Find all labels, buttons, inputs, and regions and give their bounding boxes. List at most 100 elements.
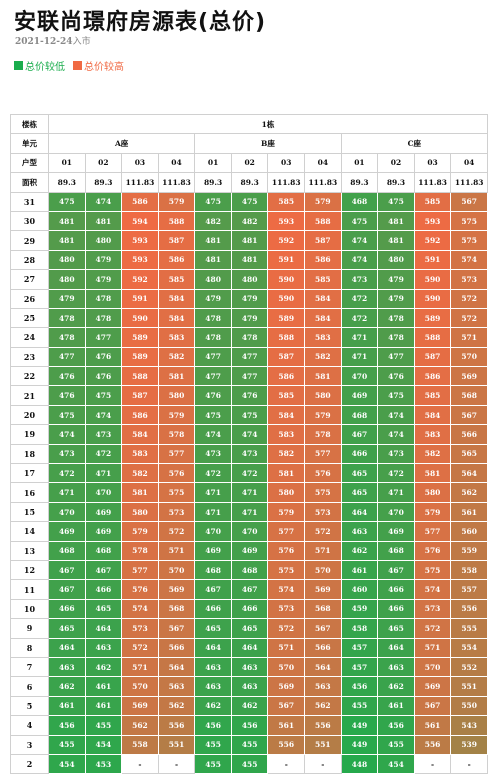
- floor-number: 29: [10, 230, 49, 251]
- price-cell: 474: [48, 424, 86, 445]
- floor-number: 23: [10, 346, 49, 368]
- price-cell: 551: [304, 734, 342, 755]
- price-cell: 471: [340, 327, 379, 348]
- legend-high-label: 总价较高: [84, 62, 124, 73]
- price-cell: 590: [121, 307, 159, 329]
- price-cell: 562: [121, 715, 159, 736]
- price-cell: 556: [267, 734, 306, 755]
- price-cell: 588: [267, 327, 306, 348]
- price-cell: 577: [304, 443, 342, 465]
- price-cell: 479: [84, 249, 123, 271]
- type-label: 户型: [10, 152, 49, 174]
- price-cell: 481: [194, 249, 232, 271]
- price-cell: 571: [267, 637, 306, 658]
- price-cell: 462: [230, 695, 269, 717]
- type-cell: 02: [84, 152, 123, 174]
- price-cell: 481: [377, 230, 415, 251]
- price-cell: 569: [157, 579, 196, 600]
- price-cell: 475: [194, 404, 232, 426]
- floor-row: 6 462 461 570 563 463 463 569 563 456 462 569 551: [10, 676, 488, 697]
- floor-row: 3 455 454 558 551 455 455 556 551 449 455 556 539: [10, 734, 488, 755]
- price-cell: 480: [230, 269, 269, 290]
- floor-number: 14: [10, 521, 49, 542]
- price-cell: 590: [267, 269, 306, 290]
- price-cell: 583: [267, 424, 306, 445]
- price-cell: 478: [377, 327, 415, 348]
- price-cell: 573: [267, 598, 306, 620]
- price-cell: 588: [157, 210, 196, 232]
- price-cell: 475: [340, 210, 379, 232]
- price-cell: 448: [340, 753, 379, 774]
- price-cell: 585: [413, 191, 452, 212]
- price-cell: 456: [377, 715, 415, 736]
- price-cell: 468: [340, 404, 379, 426]
- floor-row: 24 478 477 589 583 478 478 588 583 471 478 588 571: [10, 327, 488, 348]
- price-cell: 482: [194, 210, 232, 232]
- price-cell: 467: [48, 559, 86, 581]
- price-cell: 470: [48, 501, 86, 523]
- price-cell: 584: [413, 404, 452, 426]
- price-cell: 567: [413, 695, 452, 717]
- floor-number: 25: [10, 307, 49, 329]
- price-cell: 460: [340, 579, 379, 600]
- price-cell: 472: [84, 443, 123, 465]
- price-cell: 571: [450, 327, 488, 348]
- price-cell: 468: [48, 540, 86, 561]
- price-cell: 582: [157, 346, 196, 368]
- price-cell: 573: [413, 598, 452, 620]
- price-cell: 477: [194, 346, 232, 368]
- price-cell: 587: [304, 230, 342, 251]
- price-cell: 469: [230, 540, 269, 561]
- floor-number: 9: [10, 618, 49, 639]
- price-cell: 570: [121, 676, 159, 697]
- price-cell: 586: [121, 191, 159, 212]
- price-cell: 590: [413, 269, 452, 290]
- legend-low-label: 总价较低: [25, 62, 65, 73]
- price-cell: 580: [267, 482, 306, 503]
- price-cell: 581: [267, 463, 306, 484]
- price-cell: 570: [413, 656, 452, 678]
- price-cell: 584: [267, 404, 306, 426]
- floor-row: 21 476 475 587 580 476 476 585 580 469 475 585 568: [10, 385, 488, 406]
- price-cell: 455: [340, 695, 379, 717]
- price-cell: 580: [304, 385, 342, 406]
- price-cell: 463: [194, 656, 232, 678]
- floor-number: 7: [10, 656, 49, 678]
- price-cell: 582: [267, 443, 306, 465]
- type-cell: 01: [340, 152, 379, 174]
- price-cell: 584: [304, 288, 342, 309]
- price-cell: 543: [450, 715, 488, 736]
- type-cell: 02: [230, 152, 269, 174]
- price-cell: 461: [48, 695, 86, 717]
- price-cell: 558: [450, 559, 488, 581]
- price-cell: 579: [121, 521, 159, 542]
- price-cell: 480: [194, 269, 232, 290]
- price-cell: 569: [413, 676, 452, 697]
- price-cell: 479: [84, 269, 123, 290]
- floor-row: 12 467 467 577 570 468 468 575 570 461 467 575 558: [10, 559, 488, 581]
- price-cell: 471: [194, 501, 232, 523]
- price-cell: 466: [84, 579, 123, 600]
- price-cell: 570: [267, 656, 306, 678]
- price-cell: 552: [450, 656, 488, 678]
- floor-number: 18: [10, 443, 49, 465]
- price-cell: 576: [157, 463, 196, 484]
- price-cell: 476: [84, 366, 123, 387]
- price-cell: 566: [304, 637, 342, 658]
- price-cell: 478: [84, 288, 123, 309]
- price-cell: 469: [84, 521, 123, 542]
- price-cell: 583: [304, 327, 342, 348]
- price-cell: 572: [450, 288, 488, 309]
- area-cell: 89.3: [84, 172, 123, 193]
- price-cell: 464: [48, 637, 86, 658]
- price-cell: 481: [377, 210, 415, 232]
- price-cell: 577: [121, 559, 159, 581]
- price-cell: 469: [340, 385, 379, 406]
- price-cell: 462: [194, 695, 232, 717]
- price-cell: 458: [340, 618, 379, 639]
- price-cell: 470: [377, 501, 415, 523]
- price-cell: 592: [413, 230, 452, 251]
- price-cell: 475: [48, 191, 86, 212]
- floor-row: 13 468 468 578 571 469 469 576 571 462 468 576 559: [10, 540, 488, 561]
- floor-number: 28: [10, 249, 49, 271]
